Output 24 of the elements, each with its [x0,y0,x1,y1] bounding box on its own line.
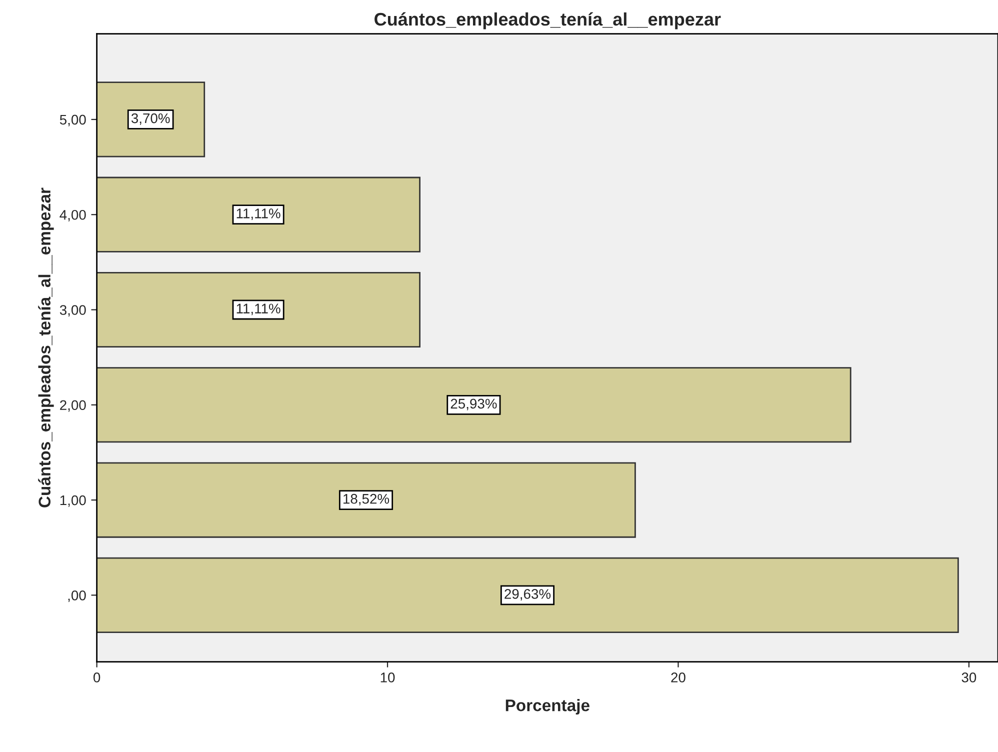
data-label: 3,70% [131,113,170,125]
y-tick-label: 4,00 [60,210,86,222]
y-tick-label: 1,00 [60,495,86,507]
data-label: 25,93% [450,398,497,410]
x-tick-label: 30 [962,672,976,682]
y-tick-label: ,00 [68,590,86,602]
y-tick-label: 5,00 [60,114,86,126]
x-tick-label: 10 [380,672,395,682]
x-axis-title: Porcentaje [506,699,590,715]
x-tick-label: 0 [93,672,100,682]
bar [96,176,420,252]
y-tick-label: 2,00 [60,400,86,412]
chart-title: Cuántos_empleados_tenía_al__empezar [374,12,721,30]
y-axis-title: Cuántos_empleados_tenía_al__empezar [38,188,54,508]
data-label: 18,52% [344,494,390,506]
data-label: 11,11% [236,304,280,316]
bar [96,367,852,443]
data-label: 29,63% [504,589,551,601]
bar [96,462,636,538]
data-label: 11,11% [236,208,280,220]
y-tick-label: 3,00 [60,305,86,317]
bar [96,272,420,348]
x-tick-label: 20 [671,672,686,682]
bar [96,557,959,633]
